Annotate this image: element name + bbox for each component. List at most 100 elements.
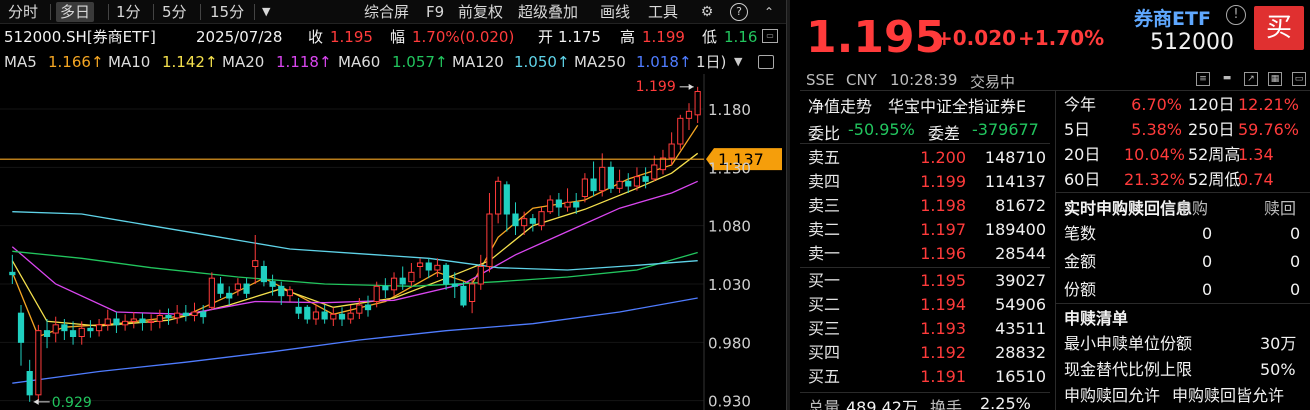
- screen-toggle-icon[interactable]: ▭: [762, 29, 778, 43]
- grid-icon[interactable]: ▦: [1268, 72, 1282, 86]
- low-label: 低: [702, 28, 718, 46]
- security-code-large: 512000: [1150, 30, 1234, 55]
- bid-price[interactable]: 1.194: [920, 295, 966, 314]
- candle-body: [226, 292, 233, 299]
- candle-body: [61, 324, 68, 332]
- ma250-label: MA250: [574, 53, 626, 71]
- bar-chart-icon[interactable]: ≡: [1196, 72, 1210, 86]
- candle-body: [113, 318, 120, 326]
- creation-title: 实时申购赎回信息: [1064, 199, 1193, 218]
- buy-button[interactable]: 买: [1254, 6, 1304, 50]
- candle-body: [460, 285, 467, 306]
- ma-lines: [11, 124, 699, 384]
- candle-body: [625, 180, 632, 187]
- bid-price[interactable]: 1.193: [920, 319, 966, 338]
- candle-body: [616, 180, 623, 189]
- bid-price[interactable]: 1.195: [920, 271, 966, 290]
- tracking-index-name: 华宝中证全指证券E: [888, 97, 1027, 116]
- bid-price[interactable]: 1.191: [920, 367, 966, 386]
- tab-15min[interactable]: 15分: [210, 3, 245, 21]
- ma250-value: 1.018↑: [636, 53, 692, 71]
- tab-1min[interactable]: 1分: [116, 3, 141, 21]
- candle-body: [174, 312, 181, 319]
- chevron-up-icon[interactable]: ⌃: [763, 5, 775, 19]
- candle-body: [451, 283, 458, 287]
- order-diff-label: 委差: [928, 124, 961, 143]
- high-label: 高: [620, 28, 636, 46]
- menu-composite-screen[interactable]: 综合屏: [364, 3, 410, 21]
- candle-body: [122, 320, 129, 326]
- ask-price[interactable]: 1.199: [920, 172, 966, 191]
- perf-value: 5.38%: [1131, 120, 1182, 139]
- menu-forward-adjust[interactable]: 前复权: [458, 3, 504, 21]
- tab-5min[interactable]: 5分: [162, 3, 187, 21]
- candle-body: [382, 285, 389, 291]
- menu-super-overlay[interactable]: 超级叠加: [518, 3, 579, 21]
- candle-body: [659, 157, 667, 171]
- menu-f9[interactable]: F9: [426, 3, 445, 21]
- y-tick-label: 1.180: [708, 101, 751, 119]
- ma5-value: 1.166↑: [48, 53, 104, 71]
- ask-price[interactable]: 1.200: [920, 148, 966, 167]
- creation-subscribe-value: 0: [1202, 224, 1213, 243]
- bid-row: 买二 1.194 54906: [808, 293, 1048, 317]
- bid-row: 买一 1.195 39027: [808, 269, 1048, 293]
- tab-multiday[interactable]: 多日: [56, 2, 95, 22]
- tab-intraday[interactable]: 分时: [8, 3, 39, 21]
- ask-volume: 148710: [984, 148, 1046, 167]
- ma-legend: MA5 1.166↑ MA10 1.142↑ MA20 1.118↑ MA60 …: [0, 50, 786, 74]
- current-price-tag-label: 1.137: [718, 150, 764, 169]
- ma5-label: MA5: [4, 53, 37, 71]
- info-icon[interactable]: !: [1226, 5, 1246, 25]
- ask-price[interactable]: 1.198: [920, 196, 966, 215]
- caret-down-icon[interactable]: ▼: [262, 5, 271, 18]
- ma10-value: 1.142↑: [162, 53, 218, 71]
- ask-row: 卖五 1.200 148710: [808, 146, 1048, 170]
- gear-icon[interactable]: ⚙: [700, 4, 714, 20]
- candle-body: [182, 312, 189, 317]
- perf-value: 59.76%: [1238, 120, 1300, 139]
- window-icon[interactable]: ▭: [1292, 72, 1306, 86]
- ma-suffix: 1日): [696, 53, 727, 71]
- candle-body: [581, 178, 588, 197]
- candle-body: [321, 311, 328, 320]
- lock-icon[interactable]: [758, 55, 774, 69]
- perf-value: 10.04%: [1124, 145, 1186, 164]
- creation-row-label: 笔数: [1064, 224, 1097, 243]
- ask-price[interactable]: 1.197: [920, 220, 966, 239]
- ma-dropdown-icon[interactable]: ▼: [734, 55, 743, 68]
- bid-price[interactable]: 1.192: [920, 343, 966, 362]
- high-value: 1.199: [642, 28, 685, 46]
- kline-chart[interactable]: 1.137 1.180 1.130 1.080 1.030 0.980 0.930 1.1…: [0, 74, 786, 410]
- candle-body: [677, 117, 684, 145]
- bid-volume: 39027: [995, 271, 1046, 290]
- ma60-label: MA60: [338, 53, 381, 71]
- perf-label: 今年: [1064, 95, 1097, 114]
- menu-tools[interactable]: 工具: [648, 3, 679, 21]
- candle-body: [633, 176, 641, 187]
- candle-body: [364, 304, 372, 311]
- perf-value: 0.74: [1238, 170, 1274, 189]
- candle-body: [252, 260, 259, 268]
- quote-panel: [790, 0, 1310, 410]
- bid-row: 买五 1.191 16510: [808, 365, 1048, 389]
- candle-body: [269, 281, 276, 287]
- panel-divider[interactable]: [786, 0, 790, 410]
- candle-body: [477, 266, 484, 285]
- nav-trend-tab[interactable]: 净值走势: [808, 97, 873, 116]
- candle-body: [165, 315, 172, 319]
- total-volume-value: 489.42万: [846, 398, 918, 410]
- question-icon[interactable]: ?: [730, 3, 748, 21]
- ask-label: 卖一: [808, 244, 841, 263]
- bid-label: 买四: [808, 343, 841, 362]
- ask-price[interactable]: 1.196: [920, 244, 966, 263]
- perf-value: 21.32%: [1124, 170, 1186, 189]
- menu-draw-line[interactable]: 画线: [600, 3, 631, 21]
- stack-icon[interactable]: ▬: [1222, 73, 1232, 83]
- redemption-list-title: 申赎清单: [1064, 309, 1129, 328]
- bid-volume: 28832: [995, 343, 1046, 362]
- y-tick-label: 0.930: [708, 393, 751, 410]
- chart-grid: [0, 74, 705, 410]
- expand-icon[interactable]: ↗: [1244, 72, 1258, 86]
- candle-body: [9, 271, 16, 276]
